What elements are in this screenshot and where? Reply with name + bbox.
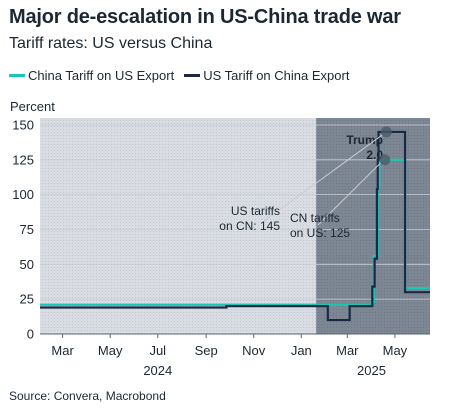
chart-title: Major de-escalation in US-China trade wa… xyxy=(9,6,401,28)
x-tick-label: May xyxy=(98,343,123,358)
annotation-cn-tariffs: CN tariffs on US: 125 xyxy=(290,211,350,240)
shaded-period-pre-2025 xyxy=(40,118,317,334)
y-tick-label: 125 xyxy=(12,152,34,167)
y-tick-label: 150 xyxy=(12,117,34,132)
x-tick-label: May xyxy=(383,343,408,358)
annotation-line: US tariffs xyxy=(231,204,280,218)
annotation-line: 2.0 xyxy=(366,148,383,162)
annotation-line: CN tariffs xyxy=(290,211,340,225)
annotation-trump-2: Trump 2.0 xyxy=(346,133,383,162)
legend: China Tariff on US Export US Tariff on C… xyxy=(9,68,359,83)
leader-line-cn xyxy=(317,162,382,226)
series-lines xyxy=(40,130,430,322)
legend-swatch-us xyxy=(184,74,201,77)
legend-label-us: US Tariff on China Export xyxy=(203,68,350,83)
x-tick-label: Mar xyxy=(336,343,359,358)
x-tick-label: Jan xyxy=(291,343,312,358)
series-line-us-tariff xyxy=(40,130,430,322)
y-axis-unit-label: Percent xyxy=(10,99,55,114)
annotation-us-tariffs: US tariffs on CN: 145 xyxy=(219,204,280,233)
x-tick-label: Nov xyxy=(242,343,266,358)
annotation-line: on US: 125 xyxy=(290,226,350,240)
legend-item-china: China Tariff on US Export xyxy=(9,68,174,83)
legend-label-china: China Tariff on US Export xyxy=(28,68,175,83)
x-tick-label: Sep xyxy=(195,343,218,358)
callout-marker-cn-peak xyxy=(379,154,391,166)
y-tick-label: 50 xyxy=(20,257,34,272)
y-tick-label: 0 xyxy=(27,327,34,342)
x-tick-label: Jul xyxy=(149,343,166,358)
annotation-line: on CN: 145 xyxy=(219,219,280,233)
y-tick-label: 75 xyxy=(20,222,34,237)
x-tick-label: Mar xyxy=(51,343,74,358)
leader-line-us xyxy=(263,134,383,222)
annotation-line: Trump xyxy=(346,133,383,147)
source-note: Source: Convera, Macrobond xyxy=(9,389,166,403)
y-tick-label: 100 xyxy=(12,187,34,202)
callout-marker-us-peak xyxy=(380,126,392,138)
x-year-label: 2025 xyxy=(357,363,386,378)
chart-subtitle: Tariff rates: US versus China xyxy=(9,35,213,52)
legend-swatch-china xyxy=(9,74,25,77)
axes: 0 25 50 75 100 125 150 Mar May Jul Sep Nov Jan Mar May… xyxy=(12,117,430,378)
legend-item-us: US Tariff on China Export xyxy=(184,68,349,83)
y-tick-label: 25 xyxy=(20,292,34,307)
x-year-label: 2024 xyxy=(143,363,172,378)
